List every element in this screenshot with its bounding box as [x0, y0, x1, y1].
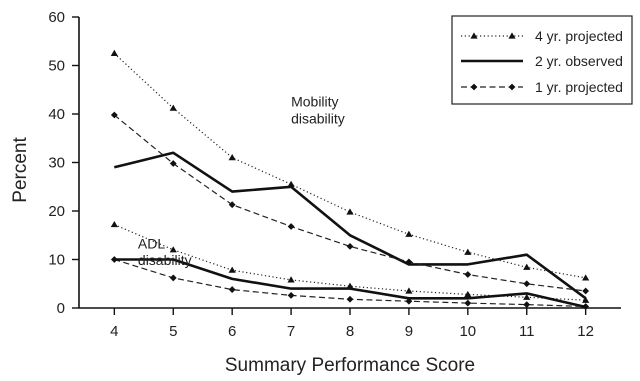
- series-line-g0-s2: [113, 114, 586, 292]
- series-line-g0-s1: [113, 151, 587, 300]
- point-g0-s0-11: [523, 263, 531, 270]
- x-tick-label-8: 8: [346, 323, 354, 340]
- point-g0-s0-4: [110, 49, 118, 56]
- x-axis-title: Summary Performance Score: [225, 355, 475, 376]
- point-g0-s0-12: [582, 274, 590, 281]
- point-g0-s0-9: [405, 230, 413, 237]
- y-ticks: 0 10 20 30 40 50 60: [48, 9, 79, 317]
- point-g0-s0-6: [228, 154, 236, 161]
- y-tick-label-60: 60: [48, 9, 65, 26]
- point-g1-s0-9: [405, 287, 413, 294]
- y-tick-label-10: 10: [48, 252, 65, 269]
- point-g0-s2-10: [464, 271, 472, 278]
- y-tick-label-20: 20: [48, 203, 65, 220]
- point-g0-s0-10: [464, 248, 472, 255]
- y-tick-label-0: 0: [57, 300, 65, 317]
- point-g0-s2-12: [582, 287, 590, 295]
- legend-item-4yr: 4 yr. projected: [461, 28, 623, 44]
- point-g0-s2-7: [287, 223, 295, 230]
- point-g1-s2-11: [523, 301, 531, 309]
- legend-label-2yr: 2 yr. observed: [535, 53, 623, 69]
- point-g0-s2-11: [523, 280, 531, 288]
- x-tick-label-12: 12: [577, 323, 594, 340]
- series-line-g1-s1: [114, 258, 586, 309]
- point-g1-s2-10: [464, 299, 472, 307]
- point-g1-s2-7: [287, 291, 295, 299]
- legend-item-2yr: 2 yr. observed: [461, 53, 623, 69]
- point-g1-s2-4: [110, 256, 118, 263]
- x-tick-label-9: 9: [405, 323, 413, 340]
- annotation-1: disability: [291, 111, 345, 127]
- legend-item-1yr: 1 yr. projected: [461, 79, 623, 95]
- x-tick-label-6: 6: [228, 323, 236, 340]
- y-tick-label-40: 40: [48, 106, 65, 123]
- x-ticks: 4 5 6 7 8 9 10 11 12: [110, 308, 594, 340]
- point-g1-s2-5: [169, 274, 177, 282]
- point-g0-s0-8: [346, 208, 354, 215]
- legend: 4 yr. projected 2 yr. observed 1 yr. pro…: [451, 15, 633, 105]
- point-g1-s0-6: [228, 266, 236, 273]
- x-tick-label-11: 11: [519, 323, 535, 340]
- x-tick-label-5: 5: [169, 323, 177, 340]
- y-tick-label-50: 50: [48, 58, 65, 75]
- x-tick-label-7: 7: [287, 323, 295, 340]
- point-g0-s2-8: [346, 243, 354, 250]
- y-axis-title: Percent: [10, 137, 31, 203]
- point-g1-s0-10: [464, 290, 472, 298]
- point-g1-s0-4: [110, 220, 118, 228]
- annotation-3: disability: [138, 252, 192, 268]
- annotation-2: ADL: [138, 235, 165, 251]
- x-tick-label-4: 4: [110, 323, 118, 340]
- series-line-g0-s0: [113, 52, 586, 279]
- annotation-0: Mobility: [291, 94, 338, 110]
- y-tick-label-30: 30: [48, 155, 65, 172]
- point-g1-s2-6: [228, 286, 236, 293]
- legend-label-4yr: 4 yr. projected: [535, 28, 623, 44]
- point-g1-s2-8: [346, 295, 354, 303]
- x-tick-label-10: 10: [459, 323, 476, 340]
- legend-label-1yr: 1 yr. projected: [535, 79, 623, 95]
- plot-lines: [110, 49, 590, 310]
